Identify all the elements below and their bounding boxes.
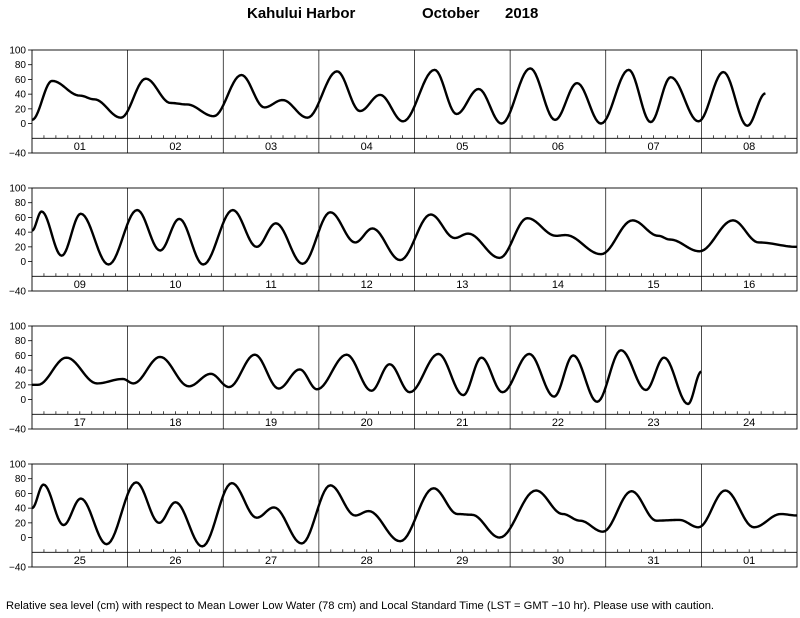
day-label: 04 <box>361 141 373 153</box>
day-label: 27 <box>265 555 277 567</box>
y-tick-label: 20 <box>15 242 27 253</box>
day-label: 12 <box>361 279 373 291</box>
y-tick-label: 100 <box>9 460 26 471</box>
day-label: 21 <box>456 417 468 429</box>
day-label: 20 <box>361 417 373 429</box>
day-label: 19 <box>265 417 277 429</box>
day-label: 15 <box>647 279 659 291</box>
day-label: 18 <box>169 417 181 429</box>
y-tick-label: 80 <box>15 60 27 71</box>
y-tick-label: 20 <box>15 518 27 529</box>
day-label: 26 <box>169 555 181 567</box>
day-label: 08 <box>743 141 755 153</box>
y-tick-label: −40 <box>9 287 26 298</box>
y-tick-label: 60 <box>15 75 27 86</box>
y-tick-label: 0 <box>20 257 26 268</box>
station-title: Kahului Harbor <box>247 5 356 22</box>
tide-curve <box>31 481 798 548</box>
day-label: 06 <box>552 141 564 153</box>
y-tick-label: 0 <box>20 533 26 544</box>
y-tick-label: 80 <box>15 198 27 209</box>
day-label: 24 <box>743 417 755 429</box>
y-tick-label: 40 <box>15 90 27 101</box>
day-label: 01 <box>743 555 755 567</box>
y-tick-label: 40 <box>15 228 27 239</box>
y-tick-label: 60 <box>15 213 27 224</box>
day-label: 25 <box>74 555 86 567</box>
day-label: 17 <box>74 417 86 429</box>
day-label: 13 <box>456 279 468 291</box>
y-tick-label: −40 <box>9 149 26 160</box>
tide-curve <box>31 349 702 406</box>
y-tick-label: −40 <box>9 563 26 574</box>
day-label: 28 <box>361 555 373 567</box>
day-label: 14 <box>552 279 564 291</box>
tide-curve <box>31 67 766 127</box>
tide-curve <box>31 208 798 266</box>
year-title: 2018 <box>505 5 539 22</box>
y-tick-label: 60 <box>15 351 27 362</box>
day-label: 09 <box>74 279 86 291</box>
y-tick-label: 100 <box>9 184 26 195</box>
y-tick-label: 0 <box>20 119 26 130</box>
day-label: 31 <box>647 555 659 567</box>
y-tick-label: 0 <box>20 395 26 406</box>
day-label: 05 <box>456 141 468 153</box>
day-label: 16 <box>743 279 755 291</box>
day-label: 22 <box>552 417 564 429</box>
footnote: Relative sea level (cm) with respect to … <box>6 600 715 612</box>
day-label: 11 <box>265 279 276 291</box>
day-label: 01 <box>74 141 86 153</box>
day-label: 02 <box>169 141 181 153</box>
y-tick-label: 20 <box>15 380 27 391</box>
y-tick-label: 40 <box>15 504 27 515</box>
day-label: 29 <box>456 555 468 567</box>
y-tick-label: 100 <box>9 46 26 57</box>
day-label: 03 <box>265 141 277 153</box>
day-label: 30 <box>552 555 564 567</box>
y-tick-label: 40 <box>15 366 27 377</box>
y-tick-label: 100 <box>9 322 26 333</box>
month-title: October <box>422 5 480 22</box>
y-tick-label: 80 <box>15 474 27 485</box>
day-label: 07 <box>647 141 659 153</box>
day-label: 23 <box>647 417 659 429</box>
y-tick-label: 20 <box>15 104 27 115</box>
day-label: 10 <box>169 279 181 291</box>
y-tick-label: 60 <box>15 489 27 500</box>
y-tick-label: 80 <box>15 336 27 347</box>
y-tick-label: −40 <box>9 425 26 436</box>
